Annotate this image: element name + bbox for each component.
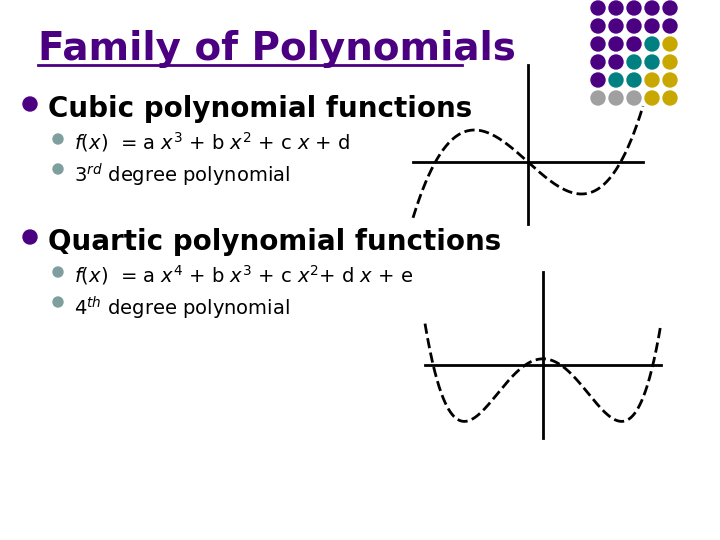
Circle shape [591,73,605,87]
Circle shape [627,1,641,15]
Text: Quartic polynomial functions: Quartic polynomial functions [48,228,501,256]
Text: $f(x)$: $f(x)$ [74,265,108,286]
Circle shape [663,55,677,69]
Circle shape [663,73,677,87]
Circle shape [609,37,623,51]
Circle shape [645,19,659,33]
Circle shape [591,19,605,33]
Circle shape [609,55,623,69]
Circle shape [591,37,605,51]
Circle shape [645,73,659,87]
Circle shape [645,55,659,69]
Circle shape [53,134,63,144]
Circle shape [609,1,623,15]
Circle shape [627,73,641,87]
Circle shape [627,37,641,51]
Circle shape [663,19,677,33]
Circle shape [645,37,659,51]
Circle shape [591,55,605,69]
Circle shape [627,19,641,33]
Text: 3$^{rd}$ degree polynomial: 3$^{rd}$ degree polynomial [74,162,290,189]
Circle shape [663,91,677,105]
Circle shape [663,37,677,51]
Circle shape [645,91,659,105]
Text: = a $x^4$ + b $x^3$ + c $x^2$+ d $x$ + e: = a $x^4$ + b $x^3$ + c $x^2$+ d $x$ + e [114,265,413,287]
Circle shape [23,230,37,244]
Text: 4$^{th}$ degree polynomial: 4$^{th}$ degree polynomial [74,295,290,322]
Text: $f(x)$: $f(x)$ [74,132,108,153]
Circle shape [591,1,605,15]
Circle shape [609,73,623,87]
Circle shape [645,1,659,15]
Circle shape [609,19,623,33]
Text: Cubic polynomial functions: Cubic polynomial functions [48,95,472,123]
Text: Family of Polynomials: Family of Polynomials [38,30,516,68]
Text: = a $x^3$ + b $x^2$ + c $x$ + d: = a $x^3$ + b $x^2$ + c $x$ + d [114,132,350,154]
Circle shape [53,164,63,174]
Circle shape [53,267,63,277]
Circle shape [627,55,641,69]
Circle shape [23,97,37,111]
Circle shape [627,91,641,105]
Circle shape [591,91,605,105]
Circle shape [663,1,677,15]
Circle shape [53,297,63,307]
Circle shape [609,91,623,105]
